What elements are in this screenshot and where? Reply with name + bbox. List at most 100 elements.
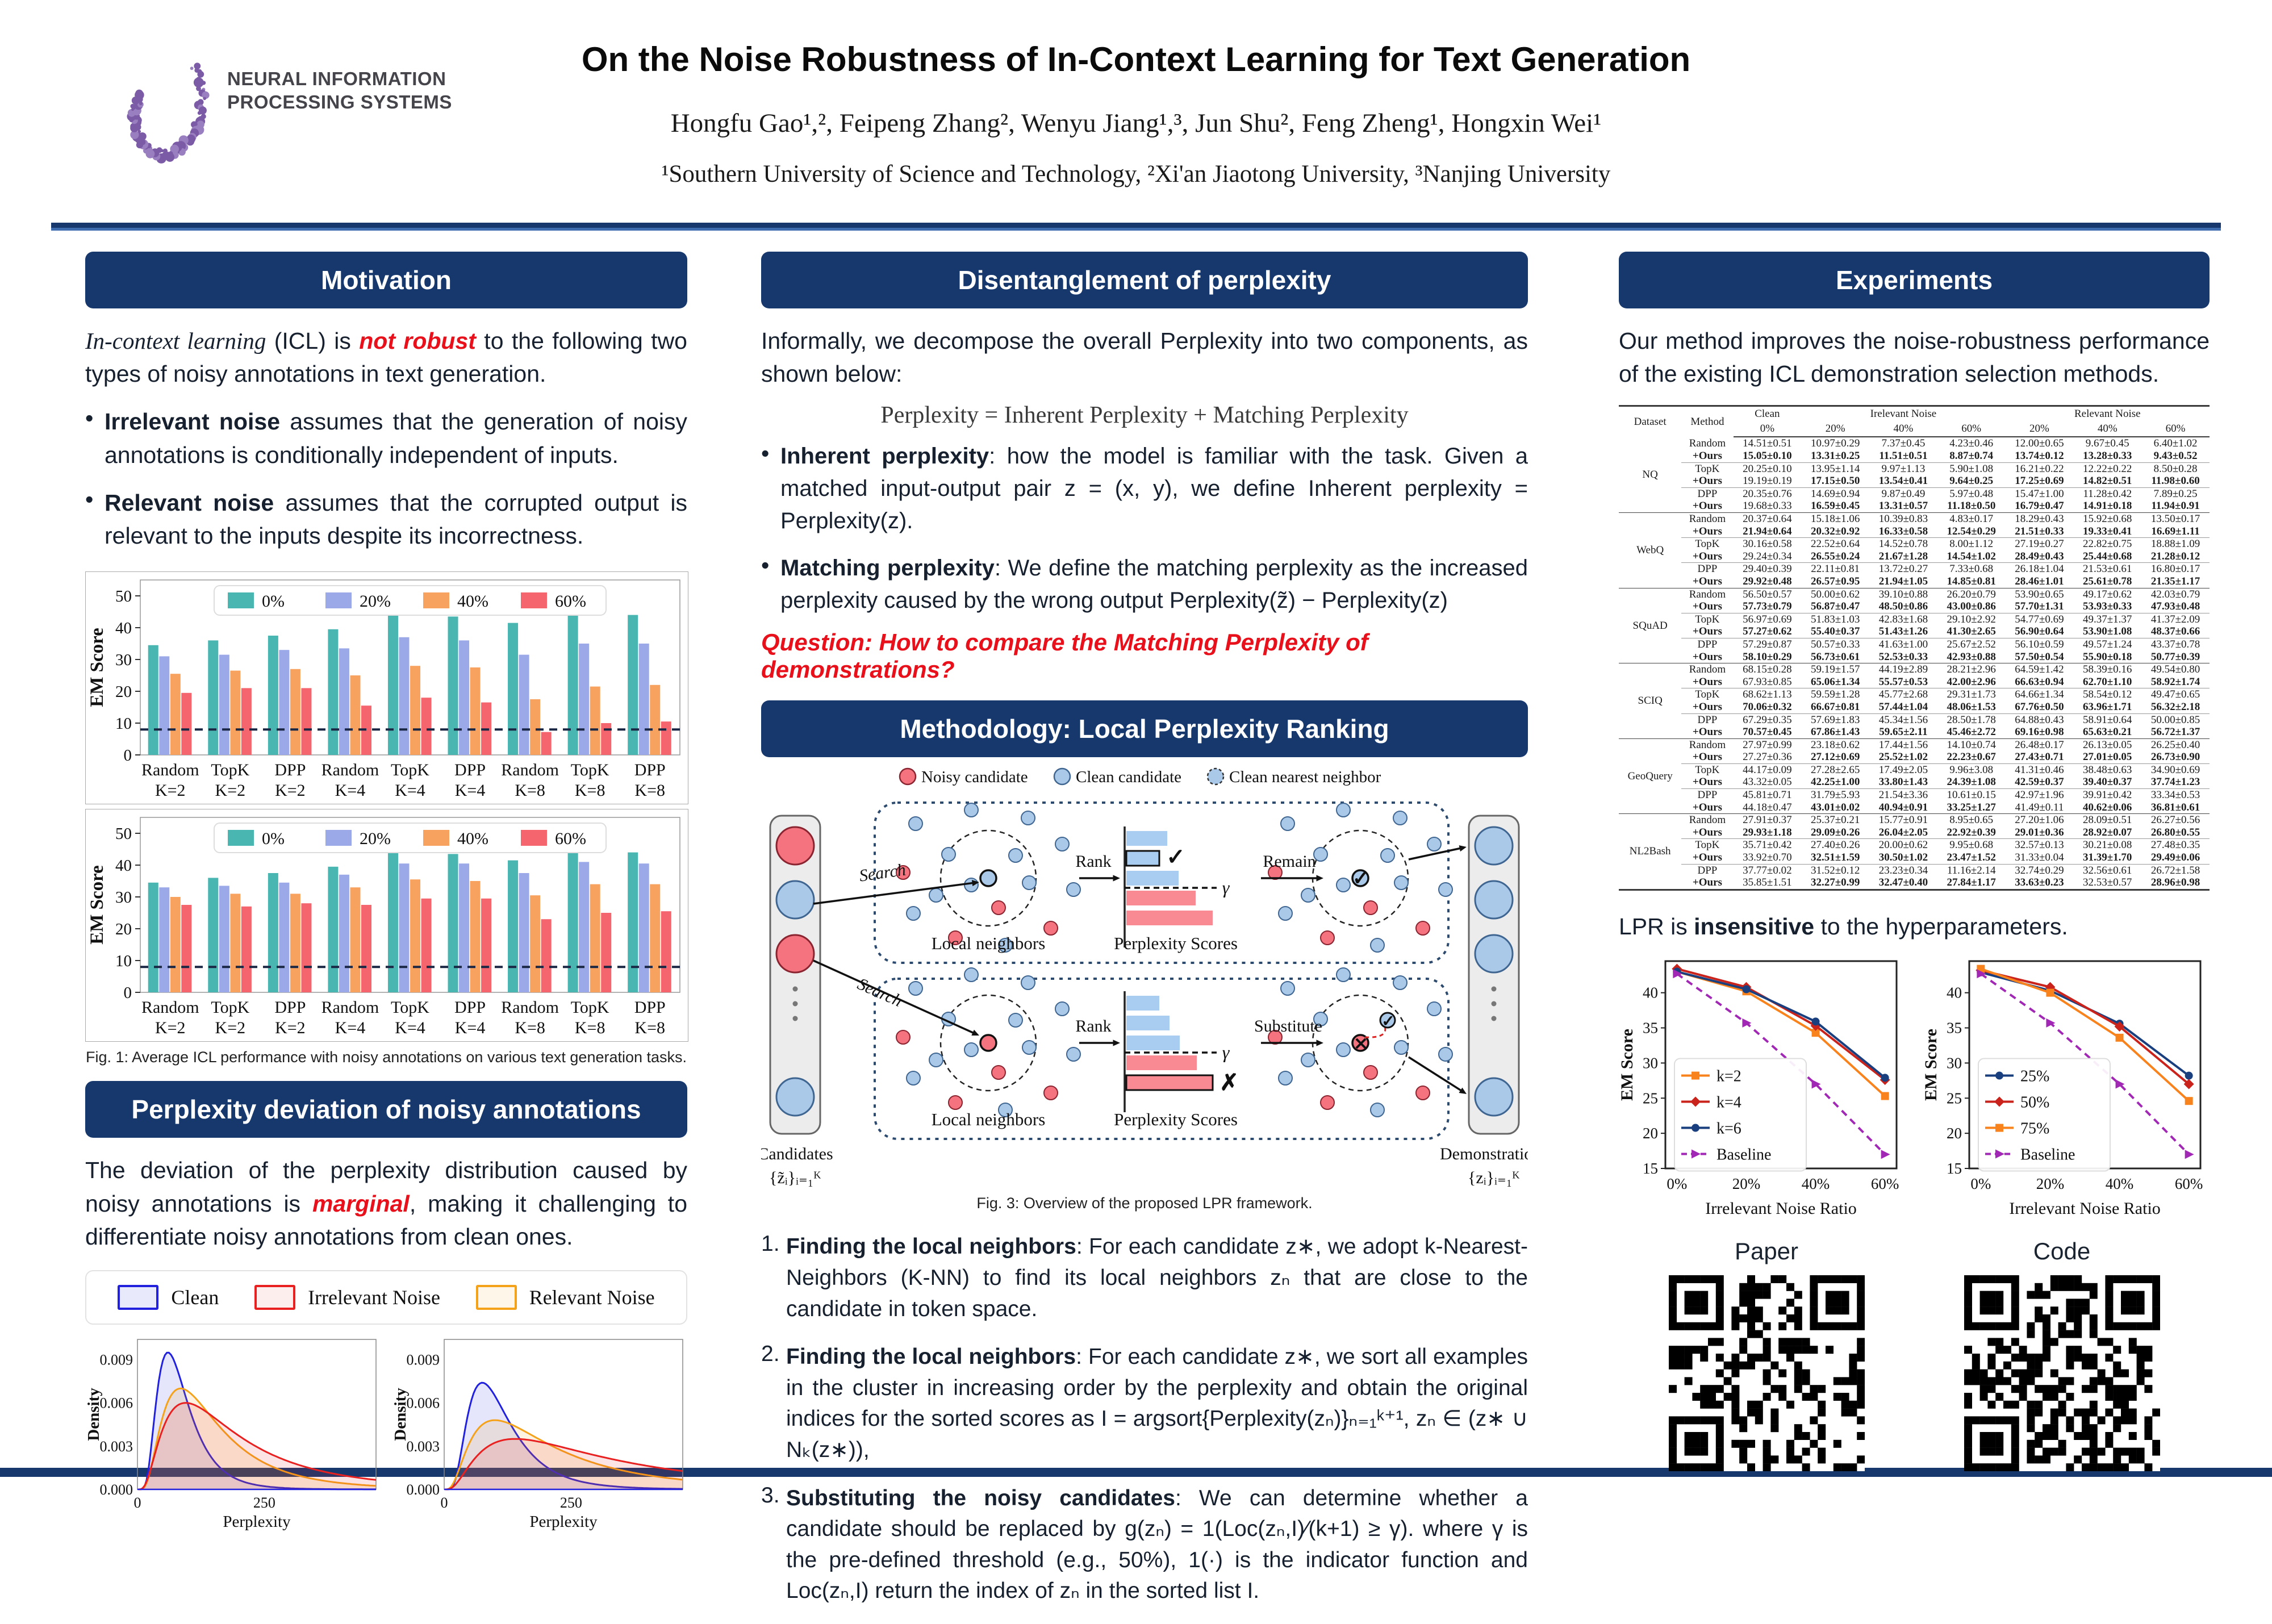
svg-text:75%: 75% xyxy=(2020,1120,2049,1138)
svg-text:0.006: 0.006 xyxy=(100,1395,133,1412)
value-cell: 26.20±0.79 xyxy=(1947,588,1996,600)
col-irrelevant: Irelevant Noise xyxy=(1870,408,1937,420)
value-cell: 59.65±2.11 xyxy=(1869,726,1937,739)
svg-text:TopK: TopK xyxy=(391,761,429,779)
value-cell: 56.10±0.59 xyxy=(2015,638,2064,650)
value-cell: 49.37±1.37 xyxy=(2083,613,2132,625)
value-cell: 43.37±0.78 xyxy=(2150,638,2200,650)
value-cell: 6.40±1.02 xyxy=(2153,437,2198,450)
svg-text:K=2: K=2 xyxy=(215,1018,246,1037)
svg-text:K=4: K=4 xyxy=(455,781,486,800)
code-label: Code xyxy=(2033,1238,2091,1265)
value-cell: 8.87±0.74 xyxy=(1937,450,2006,463)
value-cell: 29.09±0.26 xyxy=(1801,826,1870,840)
value-cell: 56.50±0.57 xyxy=(1743,588,1792,600)
section-disentanglement-header: Disentanglement of perplexity xyxy=(761,252,1528,308)
svg-text:K=4: K=4 xyxy=(335,1018,366,1037)
value-cell: 45.77±2.68 xyxy=(1878,688,1928,701)
value-cell: 30.21±0.08 xyxy=(2083,839,2132,851)
value-cell: 67.76±0.50 xyxy=(2005,700,2074,714)
methodology-step-3: 3. Substituting the noisy candidates: We … xyxy=(761,1483,1528,1607)
value-cell: 26.27±0.56 xyxy=(2150,814,2200,826)
value-cell: 26.13±0.05 xyxy=(2083,738,2132,751)
svg-text:Random: Random xyxy=(141,761,199,779)
value-cell: 35.85±1.51 xyxy=(1743,876,1792,889)
value-cell: 4.83±0.17 xyxy=(1949,513,1994,525)
svg-text:60%: 60% xyxy=(2175,1175,2203,1192)
value-cell: 23.23±0.34 xyxy=(1878,864,1928,876)
value-cell: 28.50±1.78 xyxy=(1947,713,1996,726)
value-cell: 21.94±0.64 xyxy=(1733,525,1802,538)
svg-text:k=2: k=2 xyxy=(1716,1068,1741,1086)
svg-text:Rank: Rank xyxy=(1075,1017,1111,1036)
density-plots-row: 0.000 0.003 0.006 0.009 0 250 Density Perplexit… xyxy=(85,1334,687,1534)
relevant-noise-term: Relevant noise xyxy=(105,489,274,516)
value-cell: 9.97±1.13 xyxy=(1881,462,1926,475)
method-cell: TopK xyxy=(1695,462,1720,475)
matching-perplexity-term: Matching perplexity xyxy=(780,555,995,581)
value-cell: 13.72±0.27 xyxy=(1878,563,1928,575)
poster-authors: Hongfu Gao¹,², Feipeng Zhang², Wenyu Jia… xyxy=(670,108,1602,138)
density-legend-item: Irrelevant Noise xyxy=(254,1284,440,1310)
value-cell: 27.20±1.06 xyxy=(2015,814,2064,826)
method-cell: +Ours xyxy=(1681,776,1734,790)
legend-label: Relevant Noise xyxy=(529,1285,655,1309)
motivation-icl-italic: In-context learning xyxy=(85,328,266,354)
poster-title: On the Noise Robustness of In-Context Le… xyxy=(581,40,1691,78)
col-pct: 40% xyxy=(2073,421,2142,438)
value-cell: 43.00±0.86 xyxy=(1937,600,2006,613)
svg-text:0%: 0% xyxy=(1667,1175,1687,1192)
value-cell: 62.70±1.10 xyxy=(2073,675,2142,689)
col-pct: 60% xyxy=(1937,421,2006,438)
dataset-cell: GeoQuery xyxy=(1619,738,1682,814)
method-cell: +Ours xyxy=(1681,550,1734,563)
matching-perplexity-bullet: • Matching perplexity: We define the mat… xyxy=(761,552,1528,617)
density-legend-item: Clean xyxy=(118,1284,219,1310)
svg-text:0%: 0% xyxy=(1970,1175,1991,1192)
value-cell: 57.44±1.04 xyxy=(1869,700,1937,714)
value-cell: 26.73±0.90 xyxy=(2141,751,2210,764)
svg-text:k=6: k=6 xyxy=(1716,1120,1741,1138)
svg-text:K=2: K=2 xyxy=(275,1018,306,1037)
value-cell: 26.55±0.24 xyxy=(1801,550,1870,563)
perplexity-equation: Perplexity = Inherent Perplexity + Match… xyxy=(880,402,1409,429)
bullet-dot-icon: • xyxy=(85,486,94,512)
column-middle: Disentanglement of perplexity Informally… xyxy=(761,252,1528,1624)
value-cell: 39.91±0.42 xyxy=(2083,789,2132,801)
dataset-cell: NQ xyxy=(1642,468,1658,481)
value-cell: 42.83±1.68 xyxy=(1878,613,1928,625)
value-cell: 67.29±0.35 xyxy=(1743,713,1792,726)
value-cell: 29.31±1.73 xyxy=(1947,688,1996,701)
value-cell: 14.85±0.81 xyxy=(1937,575,2006,588)
svg-text:250: 250 xyxy=(560,1494,582,1511)
svg-text:0.000: 0.000 xyxy=(407,1481,440,1498)
svg-text:40: 40 xyxy=(1643,984,1658,1001)
fig3-lpr-diagram: Noisy candidate Clean candidate Clean near… xyxy=(761,768,1528,1187)
value-cell: 12.00±0.65 xyxy=(2015,437,2064,450)
value-cell: 38.48±0.63 xyxy=(2083,763,2132,776)
step-number: 3. xyxy=(761,1483,780,1508)
value-cell: 32.27±0.99 xyxy=(1810,876,1860,889)
value-cell: 11.98±0.60 xyxy=(2141,475,2210,488)
value-cell: 66.67±0.81 xyxy=(1801,700,1870,714)
value-cell: 35.71±0.42 xyxy=(1743,839,1792,851)
value-cell: 22.82±0.75 xyxy=(2083,538,2132,550)
value-cell: 44.19±2.89 xyxy=(1878,663,1928,676)
value-cell: 12.22±0.22 xyxy=(2083,462,2132,475)
svg-text:Perplexity: Perplexity xyxy=(529,1513,598,1531)
value-cell: 10.61±0.15 xyxy=(1947,789,1996,801)
value-cell: 29.93±1.18 xyxy=(1733,826,1802,840)
value-cell: 42.00±2.96 xyxy=(1937,675,2006,689)
value-cell: 28.49±0.43 xyxy=(2005,550,2074,563)
value-cell: 66.63±0.94 xyxy=(2005,675,2074,689)
svg-text:Random: Random xyxy=(321,761,379,779)
value-cell: 13.50±0.17 xyxy=(2150,513,2200,525)
svg-text:Demonstrations: Demonstrations xyxy=(1440,1145,1528,1163)
table-row: +Ours 70.06±0.32 66.67±0.81 57.44±1.04 48.06… xyxy=(1619,700,2210,714)
svg-text:EM Score: EM Score xyxy=(87,628,107,708)
method-cell: +Ours xyxy=(1681,500,1734,513)
value-cell: 13.31±0.57 xyxy=(1869,500,1937,513)
value-cell: 32.51±1.59 xyxy=(1801,851,1870,865)
hyperparam-line-chart-k: 15 20 25 30 35 40 0% 20% 40% 60% EM Score Irrelevan… xyxy=(1619,960,1899,1218)
